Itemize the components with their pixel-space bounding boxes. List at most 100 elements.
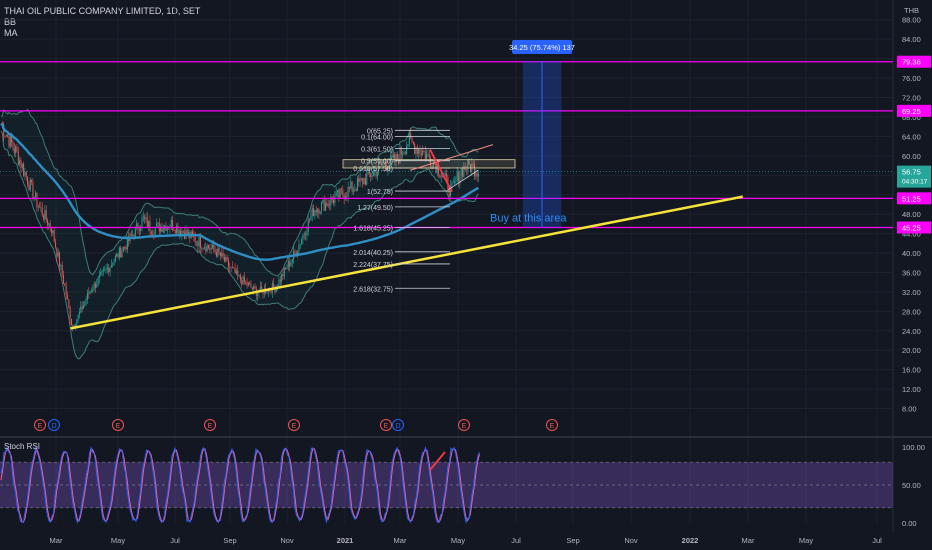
candle-body — [297, 251, 299, 256]
candle-body — [317, 209, 319, 213]
price-tick-label: 48.00 — [902, 210, 921, 219]
candle-body — [40, 207, 42, 208]
candle-body — [282, 273, 284, 277]
price-tag-label: 69.25 — [902, 107, 921, 116]
candle-body — [148, 221, 150, 228]
price-tag-bg — [897, 104, 931, 117]
candle-body — [422, 151, 424, 155]
candle-body — [161, 226, 163, 233]
time-tick-label: Sep — [566, 536, 579, 545]
candle-body — [64, 283, 66, 286]
candle-body — [246, 281, 248, 286]
fib-level-label: 2.224(37.75) — [353, 262, 393, 269]
candle-body — [418, 148, 420, 154]
candle-body — [146, 217, 148, 228]
bb-indicator-label[interactable]: BB — [4, 17, 17, 27]
candle-body — [242, 276, 244, 285]
candle-body — [194, 236, 196, 243]
last-price-label: 56.75 — [902, 168, 921, 177]
candle-body — [402, 154, 404, 156]
time-tick-label: Mar — [394, 536, 407, 545]
measure-label: 34.25 (75.74%) 137 — [509, 43, 575, 52]
fib-zone-box — [342, 159, 516, 169]
candle-body — [366, 174, 368, 185]
candle-body — [97, 277, 99, 285]
candle-body — [459, 175, 461, 184]
candle-body — [221, 252, 223, 256]
candle-body — [315, 210, 317, 213]
candle-body — [420, 152, 422, 155]
candle-body — [253, 285, 255, 290]
candle-body — [176, 225, 178, 234]
moving-average — [0, 122, 480, 261]
candle-body — [362, 178, 364, 185]
candle-body — [338, 190, 340, 198]
candle-body — [404, 152, 406, 154]
candle-body — [53, 230, 55, 242]
candle-body — [213, 244, 215, 251]
time-tick-label: 2022 — [682, 536, 699, 545]
candle-body — [370, 173, 372, 178]
candle-body — [69, 307, 71, 319]
event-marker-label: E — [462, 423, 467, 430]
earnings-marker — [112, 419, 124, 431]
candle-body — [205, 247, 207, 252]
candle-body — [448, 191, 450, 197]
candle-body — [416, 147, 418, 154]
candle-body — [134, 226, 136, 238]
price-tick-label: 36.00 — [902, 268, 921, 277]
candle-body — [90, 291, 92, 293]
fib-level-label: 1.618(45.25) — [353, 226, 393, 233]
candle-body — [454, 180, 456, 183]
candle-body — [207, 245, 209, 248]
candle-body — [347, 186, 349, 197]
candle-body — [206, 245, 208, 252]
candle-body — [342, 189, 344, 195]
candle-body — [257, 292, 259, 296]
event-marker-label: E — [116, 423, 121, 430]
candle-body — [16, 146, 18, 152]
candle-body — [13, 148, 15, 153]
candle-body — [81, 306, 83, 309]
candle-body — [368, 168, 370, 174]
candle-body — [424, 151, 426, 159]
candle-body — [446, 173, 448, 178]
candle-body — [390, 155, 392, 165]
candle-body — [21, 163, 23, 168]
candle-body — [141, 217, 143, 228]
candle-body — [136, 223, 138, 227]
candle-body — [106, 267, 108, 269]
candle-body — [306, 231, 308, 236]
event-marker-label: E — [208, 423, 213, 430]
candle-body — [4, 136, 6, 137]
candle-body — [279, 279, 281, 282]
candle-body — [122, 246, 124, 252]
candle-body — [19, 160, 21, 165]
price-tick-label: 76.00 — [902, 74, 921, 83]
candle-body — [145, 217, 147, 219]
candle-body — [165, 225, 167, 231]
fib-level-label: 0.5(59.00) — [361, 159, 393, 166]
candle-body — [86, 292, 88, 300]
candle-body — [48, 223, 50, 226]
candle-body — [223, 257, 225, 262]
candle-body — [247, 283, 249, 286]
candle-body — [384, 162, 386, 167]
fib-level-label: 1.27(49.50) — [357, 205, 393, 212]
candle-body — [231, 266, 233, 268]
candle-body — [230, 266, 232, 268]
stoch-rsi-pane: Stoch RSI — [0, 442, 893, 525]
fib-level-label: 0.1(64.00) — [361, 134, 393, 141]
candle-body — [334, 196, 336, 204]
candle-body — [27, 176, 29, 185]
ma-indicator-label[interactable]: MA — [4, 28, 18, 38]
candle-body — [15, 146, 17, 153]
fib-level-label: 1(52.75) — [367, 189, 393, 196]
candle-body — [117, 253, 119, 258]
candle-body — [150, 231, 152, 235]
candle-body — [419, 148, 421, 153]
candle-body — [209, 247, 211, 250]
time-tick-label: May — [111, 536, 125, 545]
candle-body — [182, 231, 184, 233]
